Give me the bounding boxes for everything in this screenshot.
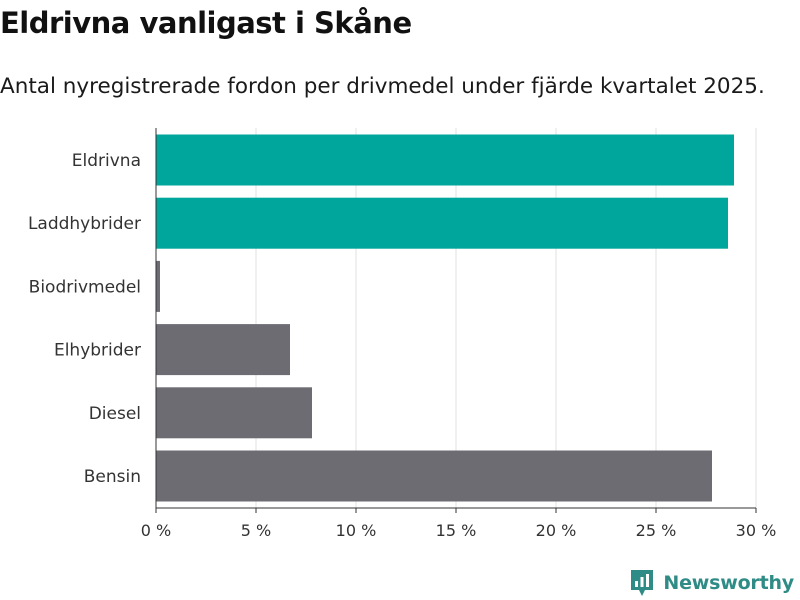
bar-laddhybrider	[156, 197, 728, 249]
x-tick-label: 0 %	[141, 521, 171, 540]
x-tick-label: 20 %	[536, 521, 577, 540]
x-tick-label: 25 %	[636, 521, 677, 540]
category-label: Laddhybrider	[28, 214, 141, 234]
category-label: Bensin	[84, 467, 141, 487]
bars	[156, 134, 734, 502]
x-tick-label: 10 %	[336, 521, 377, 540]
chart-title: Eldrivna vanligast i Skåne	[0, 6, 412, 40]
x-tick-label: 5 %	[241, 521, 271, 540]
bar-eldrivna	[156, 134, 734, 186]
grid-lines	[255, 128, 757, 508]
bar-bensin	[156, 450, 712, 502]
chart-subtitle: Antal nyregistrerade fordon per drivmede…	[0, 74, 765, 99]
brand-name: Newsworthy	[663, 572, 794, 594]
tick-labels: 0 % 5 % 10 % 15 % 20 % 25 % 30 %	[141, 521, 777, 540]
newsworthy-logo: Newsworthy	[629, 568, 794, 598]
bar-diesel	[156, 387, 312, 439]
category-label: Elhybrider	[54, 341, 141, 361]
category-label: Diesel	[89, 404, 141, 424]
category-label: Eldrivna	[72, 151, 141, 171]
newsworthy-logo-icon	[631, 570, 654, 596]
bar-elhybrider	[156, 324, 290, 376]
category-labels: Eldrivna Laddhybrider Biodrivmedel Elhybrid…	[28, 151, 141, 487]
axes	[155, 128, 757, 513]
category-label: Biodrivmedel	[29, 277, 141, 297]
bar-biodrivmedel	[156, 260, 160, 312]
x-tick-label: 30 %	[736, 521, 777, 540]
x-tick-label: 15 %	[436, 521, 477, 540]
